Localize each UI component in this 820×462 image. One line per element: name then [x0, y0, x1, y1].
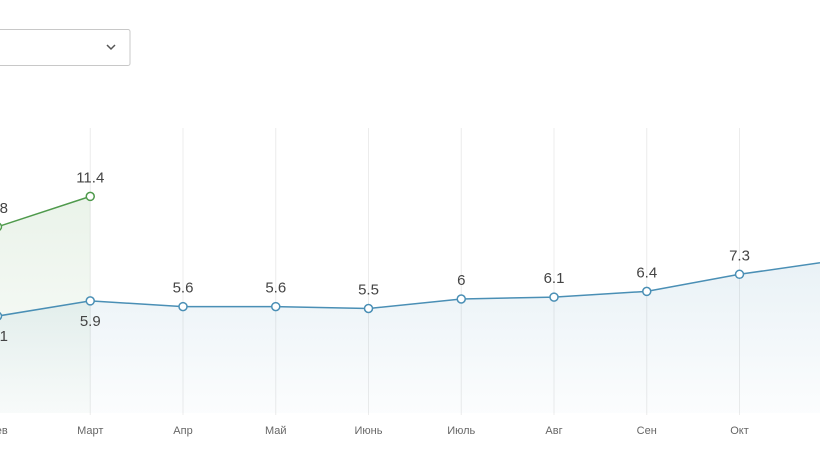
point [271, 301, 281, 312]
data-label: 5.6 [173, 280, 194, 297]
data-label: 5.5 [358, 282, 379, 299]
data-label: 5.9 [80, 313, 101, 330]
x-tick-label: Сен [637, 425, 657, 437]
line [0, 261, 820, 317]
dropdown[interactable] [0, 29, 131, 66]
data-label: 11.4 [76, 169, 104, 186]
point [642, 286, 652, 297]
area [0, 262, 820, 413]
plot: Фев Март Апр Май Июнь Июль Авг Сен Окт 5.1 5.9 5.6 5… [0, 128, 820, 437]
x-tick-label: Июнь [355, 425, 383, 437]
x-tick-label: Окт [730, 425, 749, 437]
x-tick-label: Апр [173, 425, 192, 437]
x-tick-label: Фев [0, 425, 8, 437]
line [0, 195, 91, 227]
point [456, 294, 466, 304]
x-tick-label: Май [265, 425, 287, 437]
dropdown-chevron[interactable] [106, 44, 116, 51]
data-label: 6.1 [544, 270, 565, 287]
point [363, 303, 374, 314]
point [85, 191, 95, 202]
dropdown-box[interactable] [0, 29, 131, 66]
point [549, 292, 559, 302]
x-tick-label: Авг [545, 425, 562, 437]
data-label: 5.6 [265, 280, 286, 297]
data-label: 7.3 [729, 247, 750, 264]
area [0, 196, 91, 413]
data-label: 6.4 [636, 264, 657, 281]
point [0, 312, 3, 321]
data-label: 6 [457, 272, 465, 289]
data-label: 5.1 [0, 328, 8, 345]
point [85, 296, 95, 306]
point [0, 222, 3, 231]
x-tick-label: Июль [447, 425, 475, 437]
point [734, 269, 745, 280]
x-tick-label: Март [77, 425, 103, 437]
point [178, 301, 188, 312]
data-label: 9.8 [0, 200, 8, 217]
